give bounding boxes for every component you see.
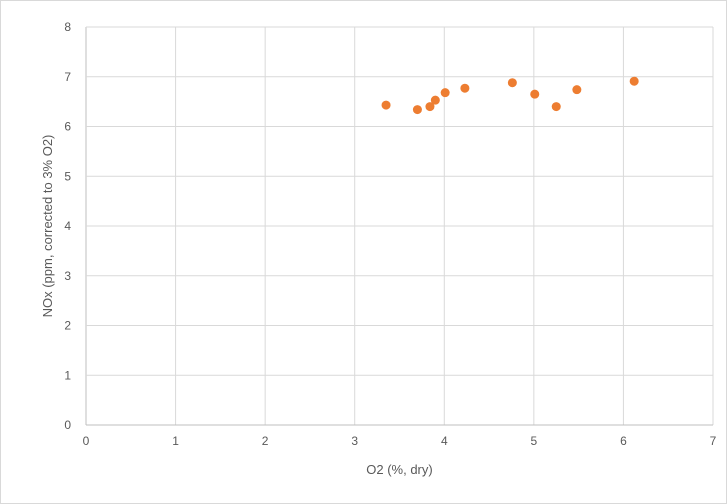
data-point: [381, 100, 391, 110]
data-point: [425, 102, 435, 112]
y-tick-label: 2: [64, 319, 71, 333]
y-tick-label: 4: [64, 219, 71, 233]
x-axis-title: O2 (%, dry): [366, 462, 432, 477]
y-tick-label: 6: [64, 120, 71, 134]
data-point: [572, 85, 582, 95]
data-points: [381, 76, 639, 115]
y-axis-tick-labels: 0 1 2 3 4 5 6 7 8: [64, 20, 71, 432]
data-point: [430, 95, 440, 105]
data-point: [629, 76, 639, 86]
y-tick-label: 0: [64, 418, 71, 432]
x-tick-label: 1: [172, 434, 179, 448]
x-tick-label: 5: [531, 434, 538, 448]
data-point: [412, 105, 422, 115]
data-point: [507, 78, 517, 88]
x-tick-label: 3: [351, 434, 358, 448]
y-tick-label: 7: [64, 70, 71, 84]
data-point: [460, 83, 470, 93]
x-tick-label: 0: [83, 434, 90, 448]
x-tick-label: 6: [620, 434, 627, 448]
y-tick-label: 5: [64, 169, 71, 183]
x-tick-label: 2: [262, 434, 269, 448]
x-tick-label: 4: [441, 434, 448, 448]
y-axis-title: NOx (ppm, corrected to 3% O2): [40, 135, 55, 318]
data-point: [530, 89, 540, 99]
y-tick-label: 3: [64, 269, 71, 283]
y-tick-label: 8: [64, 20, 71, 34]
x-tick-label: 7: [710, 434, 717, 448]
grid-lines: [85, 26, 714, 426]
y-tick-label: 1: [64, 368, 71, 382]
x-axis-tick-labels: 0 1 2 3 4 5 6 7: [83, 434, 717, 448]
data-point: [440, 88, 450, 98]
data-point: [551, 102, 561, 112]
